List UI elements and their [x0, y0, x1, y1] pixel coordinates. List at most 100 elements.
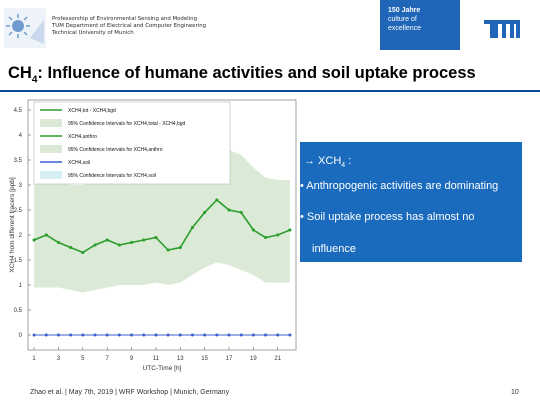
series-point: [166, 333, 170, 337]
y-tick-label: 3: [19, 183, 23, 189]
y-tick-label: 1.5: [14, 258, 23, 264]
page-title: CH4: Influence of humane activities and …: [8, 64, 476, 85]
x-tick-label: 1: [32, 356, 36, 362]
series-point: [69, 333, 73, 337]
series-point: [251, 228, 255, 232]
series-point: [117, 333, 121, 337]
series-point: [239, 211, 243, 214]
legend-label: XCH4,soil: [68, 160, 90, 166]
header-line-2: TUM Department of Electrical and Compute…: [52, 23, 207, 29]
x-tick-label: 19: [250, 356, 257, 362]
panel-head-text: → XCH: [304, 155, 342, 167]
series-point: [264, 236, 268, 239]
page-number: 10: [511, 389, 519, 396]
panel-head-tail: :: [345, 155, 352, 167]
legend-label: XCH4,tot - XCH4,bgd: [68, 108, 116, 114]
series-point: [203, 333, 207, 337]
y-tick-label: 2.5: [14, 208, 23, 214]
legend-swatch: [40, 119, 62, 127]
anniversary-badge: 150 Jahre culture of excellence: [380, 0, 460, 50]
panel-head-sub: 4: [341, 162, 346, 170]
y-axis-label: XCH4 from different tracers [ppb]: [9, 177, 16, 272]
x-tick-label: 17: [226, 356, 233, 362]
x-tick-label: 3: [57, 356, 61, 362]
series-line: [33, 199, 291, 254]
legend-label: XCH4,anthro: [68, 134, 97, 140]
series-point: [215, 198, 219, 202]
header-line-1: Professorship of Environmental Sensing a…: [52, 16, 197, 22]
x-tick-label: 5: [81, 356, 85, 362]
series-point: [142, 238, 146, 242]
legend-swatch: [40, 171, 62, 179]
title-subscript: 4: [31, 74, 38, 86]
header-institution: Professorship of Environmental Sensing a…: [52, 16, 206, 37]
x-tick-label: 9: [130, 356, 134, 362]
series-point: [288, 333, 292, 337]
series-point: [264, 333, 268, 337]
tum-logo-icon: [484, 20, 520, 38]
x-axis-label: UTC-Time [h]: [143, 365, 182, 372]
series-point: [117, 243, 121, 247]
x-tick-label: 21: [274, 356, 281, 362]
legend-label: 95% Confidence Intervals for XCH4,total …: [68, 121, 185, 127]
series-point: [56, 333, 60, 337]
series-point: [69, 246, 73, 249]
series-point: [178, 246, 182, 249]
footer-citation: Zhao et al. | May 7th, 2019 | WRF Worksh…: [30, 389, 230, 396]
series-point: [93, 243, 97, 247]
header-line-3: Technical University of Munich: [52, 30, 134, 36]
badge-line-1: culture of: [388, 16, 417, 23]
series-point: [32, 333, 36, 337]
series-point: [276, 333, 280, 337]
sun-sensor-logo-icon: [4, 8, 46, 48]
series-point: [215, 333, 219, 337]
series-point: [251, 333, 255, 337]
series-point: [227, 333, 231, 337]
y-tick-label: 4: [19, 133, 23, 139]
x-tick-label: 15: [201, 356, 208, 362]
y-tick-label: 0.5: [14, 308, 23, 314]
badge-year: 150 Jahre: [388, 7, 421, 14]
series-point: [190, 333, 194, 337]
panel-bullet-2-cont: influence: [312, 243, 357, 255]
panel-bullet-1: • Anthropogenic activities are dominatin…: [300, 180, 499, 192]
series-point: [56, 241, 60, 244]
legend-label: 95% Confidence Intervals for XCH4,soil: [68, 173, 156, 179]
badge-line-2: excellence: [388, 25, 422, 32]
y-tick-label: 2: [19, 233, 23, 239]
series-point: [203, 211, 207, 214]
series-point: [81, 251, 85, 254]
series-point: [288, 228, 292, 232]
y-tick-label: 1: [19, 283, 23, 289]
series-point: [44, 333, 48, 337]
legend-box: [33, 101, 231, 185]
x-tick-label: 7: [106, 356, 110, 362]
series-point: [44, 233, 48, 237]
series-point: [130, 241, 134, 244]
findings-panel: → XCH4 : • Anthropogenic activities are …: [300, 142, 522, 262]
legend-label: 95% Confidence Intervals for XCH4,anthro: [68, 147, 163, 153]
series-point: [154, 236, 158, 239]
panel-bullet-2: • Soil uptake process has almost no: [300, 211, 475, 223]
legend-swatch: [40, 145, 62, 153]
y-tick-label: 0: [19, 333, 23, 339]
series-point: [178, 333, 182, 337]
title-rest: : Influence of humane activities and soi…: [37, 64, 476, 82]
series-point: [93, 333, 97, 337]
xch4-chart: 00.511.522.533.544.51 3 5 7 9 11 13 15 17 19 21UTC…: [4, 96, 300, 372]
series-point: [154, 333, 158, 337]
series-point: [105, 238, 109, 242]
title-prefix: CH: [8, 64, 32, 82]
series-point: [105, 333, 109, 337]
y-tick-label: 3.5: [14, 158, 23, 164]
x-tick-label: 13: [177, 356, 184, 362]
series-point: [276, 233, 280, 237]
series-point: [130, 333, 134, 337]
panel-heading: → XCH4 :: [304, 155, 351, 169]
title-divider: [0, 90, 540, 92]
series-point: [32, 238, 36, 242]
series-point: [190, 226, 194, 229]
y-tick-label: 4.5: [14, 108, 23, 114]
series-point: [142, 333, 146, 337]
x-tick-label: 11: [153, 356, 160, 362]
